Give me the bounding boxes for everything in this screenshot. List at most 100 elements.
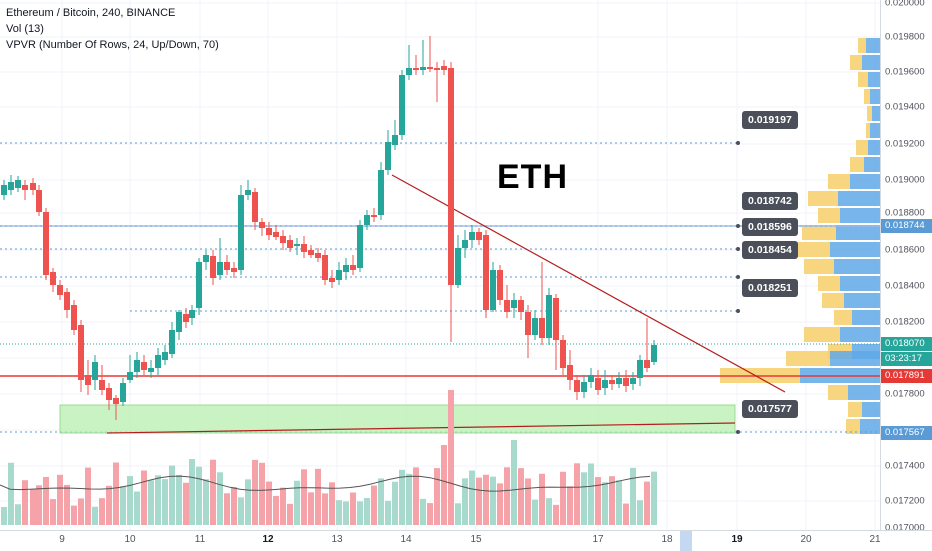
price-callout-6[interactable]: 0.017577 <box>742 400 798 418</box>
candle-bearish <box>427 67 433 69</box>
price-callout-5[interactable]: 0.018251 <box>742 279 798 297</box>
volume-profile-down-bar <box>850 55 862 70</box>
volume-profile-up-bar <box>850 174 880 189</box>
volume-profile-up-bar <box>860 419 880 434</box>
volume-profile-down-bar <box>866 123 870 138</box>
candle-bullish <box>378 170 384 215</box>
countdown-tag[interactable]: 03:23:17 <box>881 352 932 366</box>
candle-bullish <box>134 360 140 372</box>
candle-bullish <box>127 372 133 380</box>
volume-moving-average <box>0 475 651 492</box>
candle-bullish <box>189 310 195 318</box>
volume-bar-down <box>22 480 28 525</box>
candle-bearish <box>567 365 573 380</box>
price-callout-2[interactable]: 0.018742 <box>742 192 798 210</box>
time-label: 19 <box>731 534 743 545</box>
ascending-trendline <box>106 422 736 434</box>
candle-bullish <box>203 255 209 262</box>
price-tag-support[interactable]: 0.017891 <box>881 369 932 383</box>
price-label: 0.017400 <box>885 460 925 472</box>
volume-bar-down <box>413 467 419 525</box>
price-tag-last[interactable]: 0.018070 <box>881 337 932 351</box>
candle-bullish <box>364 215 370 225</box>
volume-profile-up-bar <box>844 293 880 308</box>
candle-bearish <box>210 256 216 278</box>
price-callout-1[interactable]: 0.019197 <box>742 111 798 129</box>
vpvr-indicator-label[interactable]: VPVR (Number Of Rows, 24, Up/Down, 70) <box>6 39 219 51</box>
candle-bullish <box>357 225 363 268</box>
price-axis[interactable]: 0.020000 0.019800 0.019600 0.019400 0.01… <box>880 0 932 534</box>
volume-bar-down <box>539 473 545 525</box>
chart-canvas[interactable] <box>0 0 880 530</box>
candle-bullish <box>120 383 126 402</box>
candle-bullish <box>399 75 405 135</box>
volume-profile-up-bar <box>840 327 880 342</box>
volume-bar-up <box>155 475 161 525</box>
candle-bullish <box>532 318 538 335</box>
candle-bearish <box>329 278 335 282</box>
volume-bar-down <box>623 503 629 525</box>
candle-bearish <box>441 66 447 70</box>
eth-annotation-text[interactable]: ETH <box>497 158 568 196</box>
volume-profile-down-bar <box>818 208 840 223</box>
volume-bar-up <box>420 498 426 525</box>
volume-profile-up-bar <box>840 276 880 291</box>
volume-bar-up <box>196 466 202 525</box>
chart-pane[interactable]: Ethereum / Bitcoin, 240, BINANCE Vol (13… <box>0 0 880 530</box>
volume-bar-up <box>8 462 14 525</box>
price-tag-low[interactable]: 0.017567 <box>881 426 932 440</box>
volume-profile-up-bar <box>840 208 880 223</box>
candle-bearish <box>350 265 356 270</box>
candle-bearish <box>623 378 629 386</box>
time-label: 17 <box>592 534 604 545</box>
volume-indicator-label[interactable]: Vol (13) <box>6 23 44 35</box>
volume-bar-down <box>266 481 272 525</box>
candle-bullish <box>462 240 468 248</box>
volume-bar-down <box>567 486 573 525</box>
volume-profile-up-bar <box>868 140 880 155</box>
volume-bar-down <box>57 474 63 525</box>
price-callout-3[interactable]: 0.018596 <box>742 218 798 236</box>
time-label: 21 <box>869 534 881 545</box>
volume-bar-up <box>455 503 461 525</box>
candle-bullish <box>15 180 21 188</box>
volume-bar-down <box>574 463 580 525</box>
price-callout-4[interactable]: 0.018454 <box>742 241 798 259</box>
volume-bar-up <box>588 463 594 525</box>
volume-bar-up <box>651 471 657 525</box>
volume-bar-up <box>92 506 98 525</box>
candle-bullish <box>511 300 517 308</box>
candle-bullish <box>162 352 168 360</box>
volume-bar-down <box>525 478 531 525</box>
price-tag-resistance[interactable]: 0.018744 <box>881 219 932 233</box>
volume-profile-down-bar <box>804 259 834 274</box>
candle-bullish <box>336 270 342 280</box>
volume-profile-down-bar <box>808 191 838 206</box>
candle-bullish <box>637 360 643 378</box>
candle-bearish <box>22 185 28 190</box>
volume-bar-up <box>399 469 405 525</box>
candle-bearish <box>574 380 580 392</box>
time-axis[interactable]: 9 10 11 12 13 14 15 17 18 19 20 21 <box>0 530 932 551</box>
candle-bullish <box>602 380 608 388</box>
candle-bullish <box>169 330 175 354</box>
candle-bearish <box>322 255 328 280</box>
volume-profile-down-bar <box>856 140 868 155</box>
candle-bearish <box>252 192 258 222</box>
volume-bar-up <box>127 476 133 525</box>
volume-profile-up-bar <box>864 157 880 172</box>
candle-bearish <box>287 240 293 248</box>
volume-bar-up <box>392 481 398 525</box>
candle-bearish <box>85 375 91 385</box>
volume-bar-up <box>490 476 496 525</box>
candle-bearish <box>141 362 147 370</box>
volume-bar-down <box>371 485 377 525</box>
candle-bearish <box>273 232 279 237</box>
candle-bearish <box>259 222 265 228</box>
symbol-title[interactable]: Ethereum / Bitcoin, 240, BINANCE <box>6 7 176 19</box>
time-label: 10 <box>124 534 136 545</box>
candle-bearish <box>64 292 70 310</box>
volume-profile-down-bar <box>796 242 830 257</box>
volume-bar-down <box>85 467 91 525</box>
volume-profile-up-bar <box>868 72 880 87</box>
